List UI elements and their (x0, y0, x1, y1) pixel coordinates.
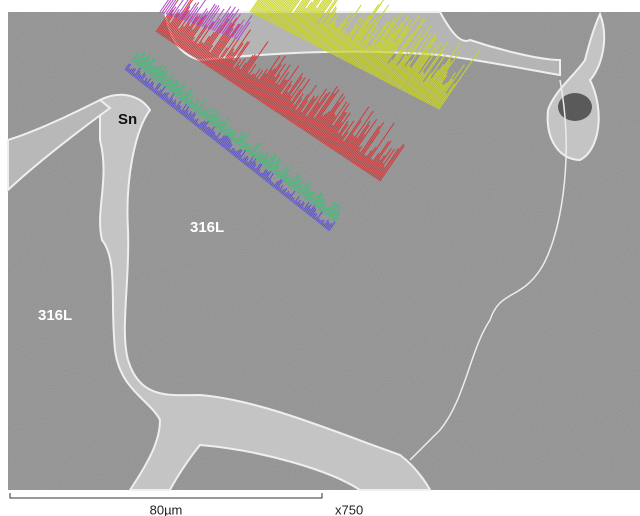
magnification: x750 (335, 502, 363, 516)
micrograph-figure: Sn 316L 316L 80µm x750 (0, 0, 640, 516)
scan-trace (160, 0, 169, 12)
phase-label: Sn (118, 111, 137, 128)
phase-label: 316L (38, 307, 72, 324)
sem-texture (8, 12, 640, 490)
scale-length: 80µm (150, 502, 183, 516)
page: {"micrograph": {"labels": ["Sn", "316L",… (0, 0, 640, 516)
phase-label: 316L (190, 219, 224, 236)
scale-bar (10, 493, 322, 498)
